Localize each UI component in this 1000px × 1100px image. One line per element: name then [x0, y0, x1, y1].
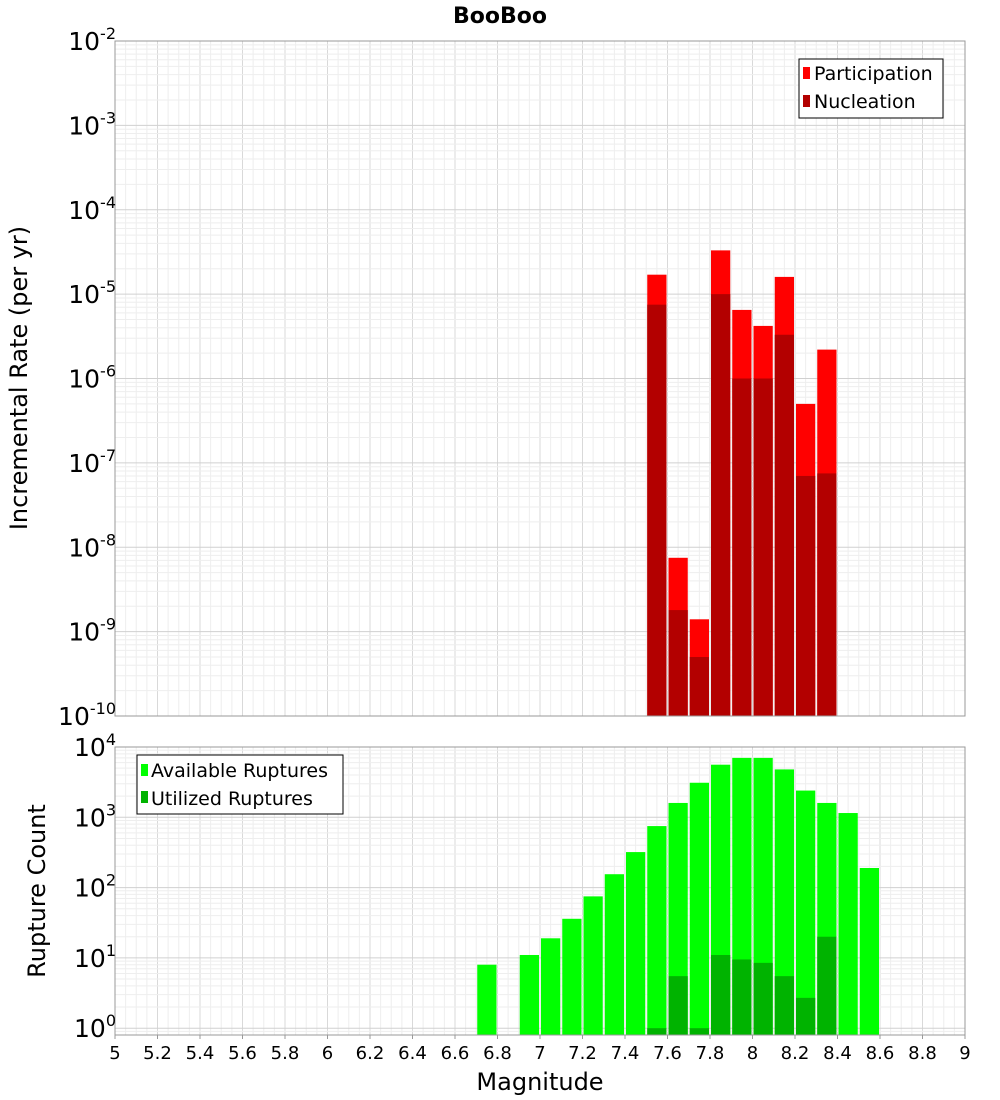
bottom-panel: 100 101 102 103 104 5 5.2 5.4 5.6 5.8 6 6.2 6.4 6.6 6… [23, 730, 971, 1096]
x-axis-label: Magnitude [476, 1068, 603, 1096]
chart-title: BooBoo [453, 4, 547, 29]
bottom-bar-available-ruptures [477, 964, 497, 1035]
bottom-bar-utilized-ruptures [753, 962, 773, 1035]
top-plot-border [114, 40, 966, 717]
bottom-bar-available-ruptures [519, 954, 539, 1035]
bottom-bar-available-ruptures [583, 896, 603, 1035]
top-y-axis-label: Incremental Rate (per yr) [5, 226, 33, 530]
bottom-legend: Available Ruptures Utilized Ruptures [136, 754, 344, 815]
bottom-ytick-label: 102 [74, 871, 116, 903]
top-legend: Participation Nucleation [798, 58, 944, 119]
bottom-bar-available-ruptures [774, 769, 794, 1035]
x-tick-label: 5.2 [143, 1043, 172, 1064]
bottom-bar-available-ruptures [562, 918, 582, 1035]
x-tick-label: 5.8 [271, 1043, 300, 1064]
legend-label-nucleation: Nucleation [814, 91, 916, 113]
x-tick-label: 7 [534, 1043, 545, 1064]
x-tick-label: 9 [959, 1043, 970, 1064]
bottom-bar-available-ruptures [647, 826, 667, 1035]
bottom-ytick-label: 103 [74, 800, 116, 832]
x-tick-label: 5.4 [186, 1043, 215, 1064]
x-tick-label: 8.4 [823, 1043, 852, 1064]
top-bar-nucleation [732, 378, 752, 716]
x-tick-label: 7.4 [611, 1043, 640, 1064]
bottom-bar-available-ruptures [689, 782, 709, 1035]
bottom-y-axis-label: Rupture Count [23, 804, 51, 978]
legend-label-participation: Participation [814, 63, 933, 85]
x-tick-label: 7.6 [653, 1043, 682, 1064]
top-ytick-label: 10-8 [68, 530, 116, 562]
top-panel: 10-10 10-9 10-8 10-7 10-6 10-5 10-4 10-3 10-2 In… [5, 24, 966, 731]
bottom-bar-utilized-ruptures [817, 936, 837, 1035]
bottom-bar-utilized-ruptures [711, 954, 731, 1035]
x-tick-label: 5.6 [228, 1043, 257, 1064]
top-ytick-label: 10-10 [58, 699, 116, 731]
top-ytick-label: 10-6 [68, 362, 116, 394]
top-bars [647, 250, 837, 717]
bottom-bar-available-ruptures [604, 874, 624, 1035]
x-tick-label: 8.8 [908, 1043, 937, 1064]
bottom-bar-utilized-ruptures [668, 976, 688, 1035]
bottom-bar-utilized-ruptures [647, 1028, 667, 1035]
x-tick-label: 7.2 [568, 1043, 597, 1064]
legend-swatch-available [141, 764, 148, 776]
bottom-legend-box [136, 754, 344, 815]
legend-label-utilized: Utilized Ruptures [151, 788, 313, 810]
bottom-bar-available-ruptures [859, 867, 879, 1035]
bottom-bar-utilized-ruptures [732, 959, 752, 1035]
top-bar-nucleation [689, 657, 709, 716]
top-bar-nucleation [711, 294, 731, 716]
x-tick-label: 6.6 [441, 1043, 470, 1064]
bottom-bar-available-ruptures [541, 938, 561, 1035]
x-tick-label: 6.2 [356, 1043, 385, 1064]
x-tick-label: 6 [322, 1043, 333, 1064]
x-tick-label: 6.8 [483, 1043, 512, 1064]
top-y-ticks: 10-10 10-9 10-8 10-7 10-6 10-5 10-4 10-3 10-2 [58, 24, 116, 731]
top-ytick-label: 10-2 [68, 24, 116, 56]
bottom-bar-utilized-ruptures [796, 997, 816, 1035]
bottom-bars [477, 757, 879, 1035]
bottom-bar-available-ruptures [796, 790, 816, 1035]
bottom-bar-available-ruptures [626, 852, 646, 1035]
bottom-ytick-label: 101 [74, 941, 116, 973]
bottom-bar-utilized-ruptures [689, 1028, 709, 1035]
top-ytick-label: 10-3 [68, 108, 116, 140]
top-gridlines [114, 40, 966, 717]
top-bar-nucleation [668, 610, 688, 716]
top-ytick-label: 10-9 [68, 615, 116, 647]
top-bar-nucleation [647, 304, 667, 716]
x-tick-label: 6.4 [398, 1043, 427, 1064]
bottom-bar-utilized-ruptures [774, 976, 794, 1035]
bottom-ytick-label: 104 [74, 730, 116, 762]
top-ytick-label: 10-4 [68, 193, 116, 225]
top-bar-nucleation [753, 378, 773, 716]
top-ytick-label: 10-7 [68, 446, 116, 478]
legend-swatch-nucleation [803, 95, 810, 107]
bottom-bar-available-ruptures [838, 813, 858, 1035]
bottom-ytick-label: 100 [74, 1011, 116, 1043]
x-tick-label: 7.8 [696, 1043, 725, 1064]
top-bar-nucleation [817, 473, 837, 716]
legend-swatch-participation [803, 67, 810, 79]
x-ticks: 5 5.2 5.4 5.6 5.8 6 6.2 6.4 6.6 6.8 7 7.2 7.4 7.6 7.8 8… [109, 1035, 971, 1064]
top-ytick-label: 10-5 [68, 277, 116, 309]
top-bar-nucleation [774, 334, 794, 716]
legend-swatch-utilized [141, 791, 148, 803]
x-tick-label: 8.2 [781, 1043, 810, 1064]
legend-label-available: Available Ruptures [151, 760, 328, 782]
top-legend-box [798, 58, 944, 119]
x-tick-label: 8.6 [866, 1043, 895, 1064]
x-tick-label: 5 [109, 1043, 120, 1064]
bottom-y-ticks: 100 101 102 103 104 [74, 730, 116, 1043]
x-tick-label: 8 [747, 1043, 758, 1064]
top-bar-nucleation [796, 475, 816, 716]
